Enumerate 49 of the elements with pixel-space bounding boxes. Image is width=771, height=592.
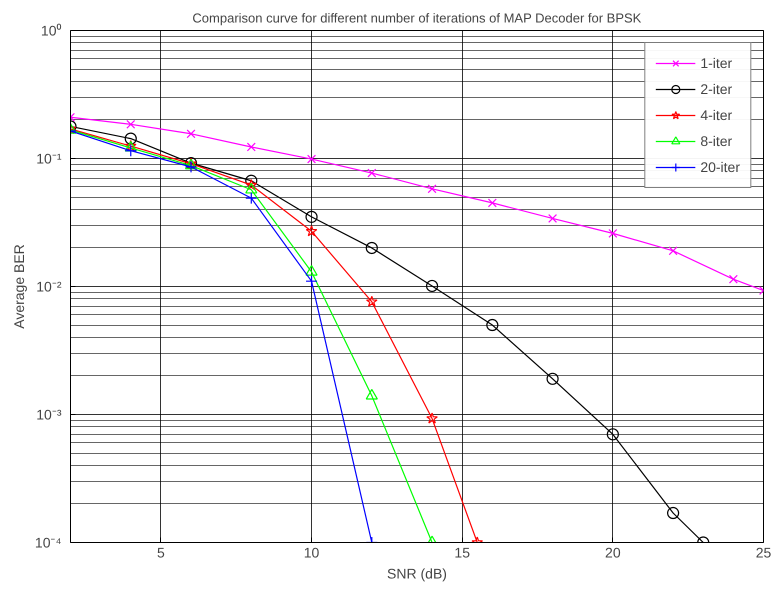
point <box>668 246 678 256</box>
legend-label: 4-iter <box>700 107 732 123</box>
point <box>186 129 196 138</box>
y-tick-label: 10⁰ <box>40 22 62 38</box>
point <box>366 296 378 307</box>
legend-label: 8-iter <box>700 133 732 149</box>
x-tick-label: 10 <box>304 544 320 560</box>
point <box>728 274 738 284</box>
legend-label: 1-iter <box>700 55 732 71</box>
point <box>124 144 137 157</box>
point <box>245 178 258 190</box>
chart-title: Comparison curve for different number of iterations of MAP Decoder for BPSK <box>192 10 642 26</box>
point <box>546 372 559 385</box>
point <box>426 280 438 292</box>
x-tick-label: 25 <box>756 544 771 560</box>
point <box>667 506 680 520</box>
x-tick-label: 15 <box>454 544 470 560</box>
point <box>486 318 498 332</box>
y-tick-label: 10⁻³ <box>36 406 62 422</box>
point <box>608 228 618 238</box>
point <box>488 198 497 208</box>
y-tick-label: 10⁻⁴ <box>34 534 62 550</box>
point <box>184 160 198 173</box>
x-axis-title: SNR (dB) <box>387 566 447 582</box>
x-tick-label: 20 <box>605 544 621 560</box>
point <box>306 225 318 236</box>
point <box>305 264 318 276</box>
point <box>606 428 619 440</box>
legend-label: 20-iter <box>700 159 740 175</box>
point <box>245 192 258 204</box>
point <box>305 275 318 288</box>
point <box>124 132 137 145</box>
y-tick-label: 10⁻² <box>36 278 62 294</box>
point <box>305 210 318 223</box>
point <box>245 174 258 187</box>
point <box>428 184 437 194</box>
x-tick-label: 5 <box>157 544 165 560</box>
point <box>245 182 258 194</box>
point <box>426 412 438 424</box>
point <box>548 214 558 223</box>
y-axis-title: Average BER <box>10 244 27 329</box>
point <box>246 142 256 152</box>
point <box>126 120 136 129</box>
point <box>366 242 378 254</box>
y-tick-label: 10⁻¹ <box>36 150 62 166</box>
point <box>366 388 378 400</box>
legend-label: 2-iter <box>700 81 732 97</box>
point <box>307 154 316 164</box>
point <box>367 168 376 178</box>
